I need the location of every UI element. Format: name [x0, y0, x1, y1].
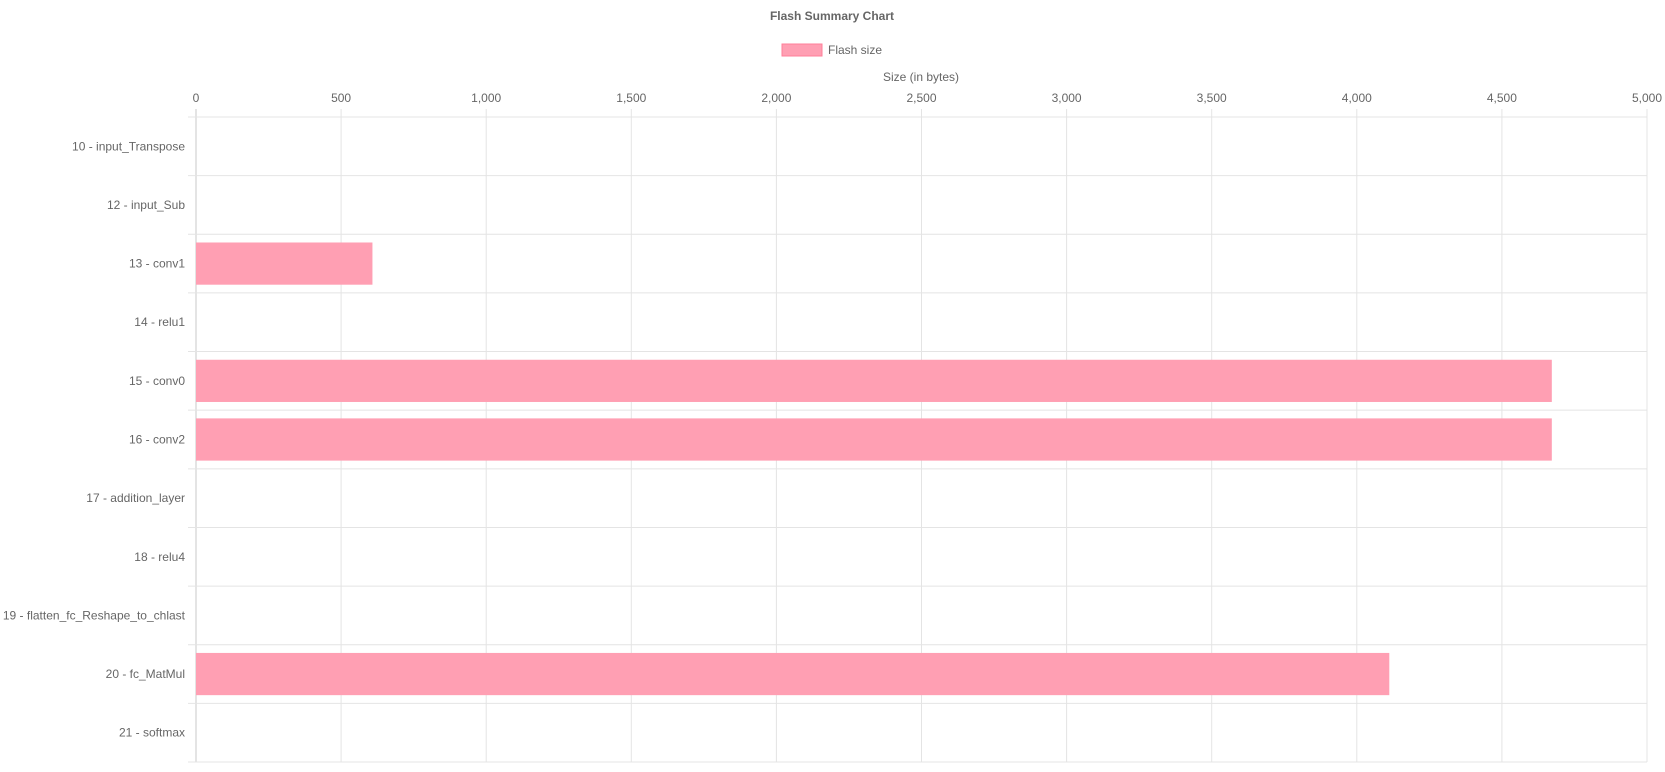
- x-axis-ticks: 0 500 1,000 1,500 2,000 2,500 3,000 3,500 4,000 4…: [193, 91, 1663, 105]
- x-tick-label: 4,000: [1342, 91, 1372, 105]
- grid-lines: [188, 109, 1648, 763]
- x-tick-label: 5,000: [1632, 91, 1662, 105]
- legend-label-flash-size: Flash size: [828, 43, 882, 57]
- category-label: 14 - relu1: [134, 315, 185, 329]
- category-label: 20 - fc_MatMul: [106, 667, 185, 681]
- legend[interactable]: Flash size: [781, 43, 882, 57]
- bar[interactable]: [196, 418, 1552, 461]
- x-tick-label: 2,000: [761, 91, 791, 105]
- category-label: 19 - flatten_fc_Reshape_to_chlast: [3, 608, 186, 622]
- legend-swatch-flash-size: [781, 43, 823, 57]
- x-tick-label: 1,000: [471, 91, 501, 105]
- x-tick-label: 2,500: [906, 91, 936, 105]
- bar[interactable]: [196, 359, 1552, 402]
- x-tick-label: 4,500: [1487, 91, 1517, 105]
- x-tick-label: 1,500: [616, 91, 646, 105]
- y-axis-labels: 10 - input_Transpose 12 - input_Sub 13 - c…: [3, 139, 186, 739]
- bar[interactable]: [196, 242, 373, 285]
- x-tick-label: 3,000: [1052, 91, 1082, 105]
- x-tick-label: 0: [193, 91, 200, 105]
- x-tick-label: 500: [331, 91, 351, 105]
- category-label: 18 - relu4: [134, 550, 185, 564]
- category-label: 13 - conv1: [129, 257, 185, 271]
- bar[interactable]: [196, 652, 1390, 696]
- x-axis-title: Size (in bytes): [883, 70, 959, 84]
- bars: [196, 242, 1552, 696]
- category-label: 16 - conv2: [129, 433, 185, 447]
- category-label: 17 - addition_layer: [86, 491, 185, 505]
- chart-title: Flash Summary Chart: [770, 9, 894, 23]
- category-label: 21 - softmax: [119, 726, 185, 740]
- category-label: 12 - input_Sub: [107, 198, 185, 212]
- category-label: 10 - input_Transpose: [72, 139, 185, 153]
- category-label: 15 - conv0: [129, 374, 185, 388]
- x-tick-label: 3,500: [1197, 91, 1227, 105]
